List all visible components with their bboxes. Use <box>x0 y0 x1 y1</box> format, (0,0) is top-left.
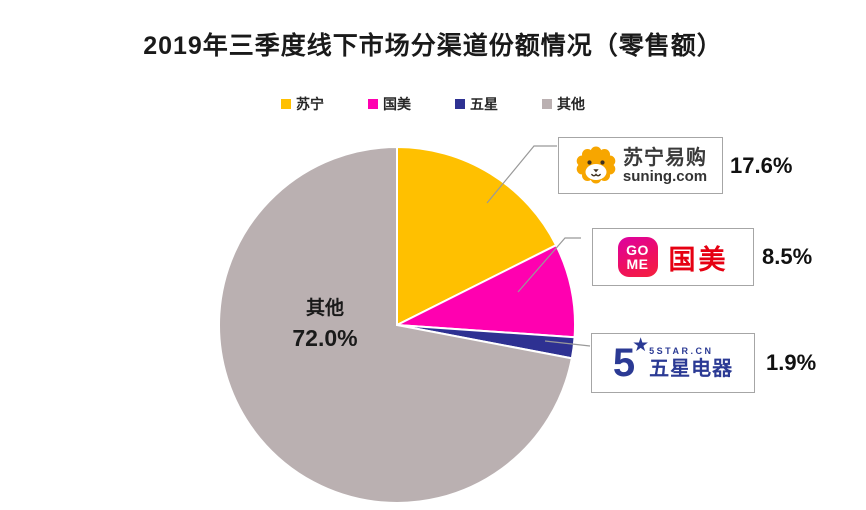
suning-brand-name: 苏宁易购 <box>622 146 707 169</box>
fivestar-logo-box: 5 ★ 5STAR.CN 五星电器 <box>591 333 755 393</box>
suning-lion-icon <box>576 146 616 183</box>
legend-item-gome: 国美 <box>368 94 411 114</box>
legend-swatch-other <box>542 99 552 109</box>
legend-item-wuxing: 五星 <box>455 94 498 114</box>
fivestar-url: 5STAR.CN <box>649 346 714 356</box>
suning-logo-text: 苏宁易购 suning.com <box>623 148 707 184</box>
chart-legend: 苏宁 国美 五星 其他 <box>0 94 866 114</box>
slice-label-other: 其他 72.0% <box>278 298 372 351</box>
gome-percent: 8.5% <box>762 244 813 269</box>
legend-swatch-suning <box>281 99 291 109</box>
gome-icon-line2: ME <box>626 256 649 272</box>
pie-slice-suning <box>396 145 558 327</box>
legend-label: 其他 <box>557 96 585 112</box>
callout-suning: 苏宁易购 suning.com 17.6% <box>558 137 792 194</box>
slice-label-other-value: 72.0% <box>292 324 358 351</box>
chart-title: 2019年三季度线下市场分渠道份额情况（零售额） <box>143 32 723 60</box>
fivestar-brand-name: 五星电器 <box>649 358 734 380</box>
fivestar-star-icon: ★ <box>632 335 650 356</box>
gome-app-icon: GO ME <box>617 237 658 277</box>
legend-item-other: 其他 <box>542 94 585 114</box>
fivestar-text: 5STAR.CN 五星电器 <box>649 346 734 380</box>
gome-brand-name: 国美 <box>668 244 729 275</box>
legend-label: 五星 <box>470 96 498 112</box>
legend-swatch-gome <box>368 99 378 109</box>
legend-label: 国美 <box>383 96 411 112</box>
legend-swatch-wuxing <box>455 99 465 109</box>
leader-lines <box>486 145 591 347</box>
leader-line-wuxing <box>544 340 591 347</box>
fivestar-number: 5 ★ <box>612 335 650 385</box>
fivestar-percent: 1.9% <box>766 350 817 375</box>
callout-fivestar: 5 ★ 5STAR.CN 五星电器 1.9% <box>591 333 816 393</box>
gome-logo-box: GO ME 国美 <box>592 228 754 286</box>
pie-slices <box>218 145 576 504</box>
suning-percent: 17.6% <box>730 152 793 178</box>
legend-item-suning: 苏宁 <box>281 94 324 114</box>
suning-domain: suning.com <box>622 167 708 185</box>
leader-line-suning <box>486 145 557 204</box>
slice-label-other-name: 其他 <box>305 298 344 319</box>
gome-icon-line1: GO <box>626 242 649 258</box>
pie-slice-other <box>218 145 574 504</box>
leader-line-gome <box>517 237 581 293</box>
legend-label: 苏宁 <box>296 96 324 112</box>
callout-gome: GO ME 国美 8.5% <box>592 228 812 286</box>
suning-logo-box: 苏宁易购 suning.com <box>558 137 723 194</box>
